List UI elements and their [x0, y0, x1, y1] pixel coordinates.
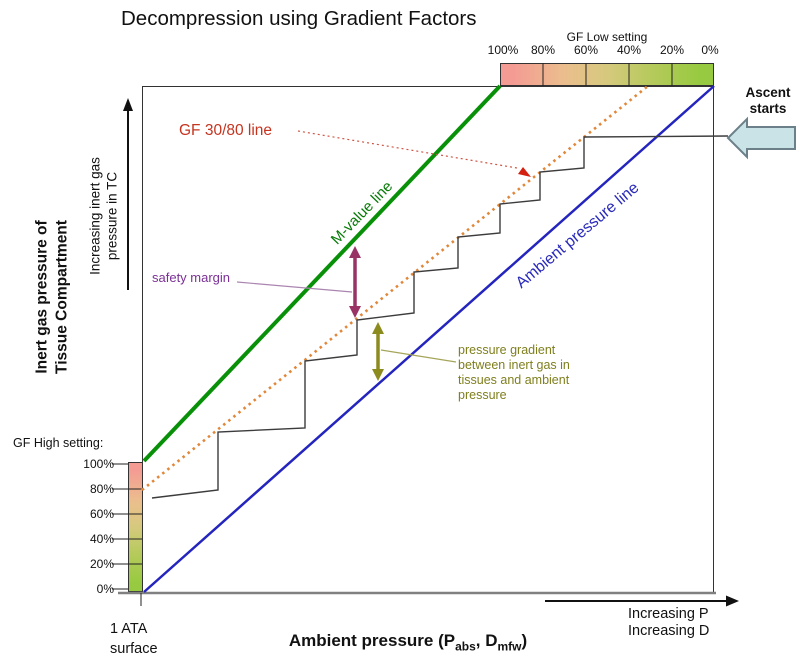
pressure-gradient-label: pressure gradient between inert gas in t… [458, 343, 570, 402]
gf-label-leader-line [297, 130, 518, 169]
y-axis-title: Inert gas pressure of Tissue Compartment [33, 220, 71, 374]
x-axis-arrowhead-icon [726, 595, 739, 607]
gf-low-tick-label-0: 0% [701, 43, 719, 57]
y-axis-direction-label: Increasing inert gas pressure in TC [87, 157, 120, 275]
plot-area-frame [142, 86, 714, 593]
gf-low-scale-bar [500, 63, 714, 86]
gf-30-80-dotted-line [141, 84, 649, 492]
x-axis-direction-label: Increasing P Increasing D [628, 606, 710, 639]
gf-high-tick-label-100: 100% [83, 457, 114, 471]
gf-30-80-line-label: GF 30/80 line [179, 122, 273, 139]
gf-low-tick-label-60: 60% [573, 43, 599, 57]
ascent-starts-arrow-icon [726, 116, 796, 160]
y-axis-arrowhead-icon [123, 98, 133, 111]
safety-margin-label: safety margin [152, 270, 231, 285]
gf-high-tick-label-60: 60% [89, 507, 114, 521]
gf-high-tick-label-0: 0% [96, 582, 114, 596]
gf-high-tick-marks [112, 463, 128, 590]
pressure-gradient-arrowhead-top-icon [372, 322, 384, 334]
m-value-line [142, 84, 502, 463]
pressure-gradient-leader-line [380, 349, 457, 363]
deco-staircase-profile [151, 135, 729, 499]
ambient-pressure-line [143, 85, 715, 593]
pressure-gradient-arrowhead-bottom-icon [372, 369, 384, 381]
gf-label-arrowhead-icon [518, 167, 531, 177]
safety-margin-arrowhead-bottom-icon [349, 306, 361, 318]
ascent-starts-label: Ascent starts [745, 85, 791, 116]
gf-low-tick-label-100: 100% [487, 43, 519, 57]
safety-margin-arrowhead-top-icon [349, 246, 361, 258]
gf-low-tick-label-40: 40% [616, 43, 642, 57]
x-axis-title: Ambient pressure (Pabs, Dmfw) [288, 631, 528, 654]
gf-low-scale-title: GF Low setting [566, 30, 648, 44]
safety-margin-leader-line [236, 281, 353, 293]
gf-high-tick-label-80: 80% [89, 482, 114, 496]
gf-low-tick-label-20: 20% [659, 43, 685, 57]
gf-high-bar-dividers [128, 488, 142, 565]
gf-high-scale-title: GF High setting: [13, 436, 104, 450]
gf-high-scale-bar [128, 462, 143, 592]
gf-high-tick-label-40: 40% [89, 532, 114, 546]
gf-low-tick-label-80: 80% [530, 43, 556, 57]
gf-low-bar-dividers [542, 63, 673, 86]
surface-label: 1 ATA surface [110, 621, 158, 657]
gf-high-tick-label-20: 20% [89, 557, 114, 571]
figure-title: Decompression using Gradient Factors [121, 7, 477, 30]
